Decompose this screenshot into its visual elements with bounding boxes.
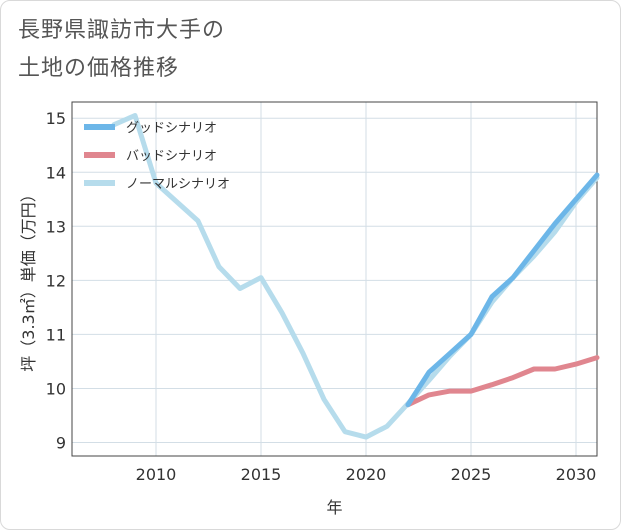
x-tick-label: 2015 (241, 465, 282, 484)
series-line-1 (405, 355, 600, 408)
y-tick-label: 9 (56, 433, 66, 452)
series-line-0 (405, 172, 600, 408)
x-tick-labels: 2010 2015 2020 2025 2030 (136, 465, 597, 484)
series-lines (111, 113, 600, 440)
y-tick-label: 10 (46, 379, 66, 398)
legend-label: ノーマルシナリオ (126, 177, 230, 192)
x-tick-label: 2010 (136, 465, 177, 484)
title-line-1: 長野県諏訪市大手の (18, 18, 226, 43)
grid-lines (72, 102, 597, 456)
y-tick-label: 11 (46, 325, 66, 344)
plot-frame (71, 101, 598, 457)
y-tick-label: 12 (46, 271, 66, 290)
x-tick-label: 2030 (556, 465, 597, 484)
x-tick-label: 2025 (451, 465, 492, 484)
title-line-2: 土地の価格推移 (18, 56, 180, 81)
y-axis-title: 坪（3.3㎡）単価（万円） (19, 186, 38, 371)
y-tick-label: 13 (46, 217, 66, 236)
x-axis-title: 年 (326, 498, 342, 517)
legend-label: グッドシナリオ (126, 121, 217, 136)
y-tick-label: 15 (46, 109, 66, 128)
y-tick-labels: 9 10 11 12 13 14 15 (46, 109, 66, 452)
chart-title: 長野県諏訪市大手の 土地の価格推移 (18, 12, 225, 88)
y-tick-label: 14 (46, 163, 66, 182)
legend-label: バッドシナリオ (126, 149, 217, 164)
x-tick-label: 2020 (346, 465, 387, 484)
